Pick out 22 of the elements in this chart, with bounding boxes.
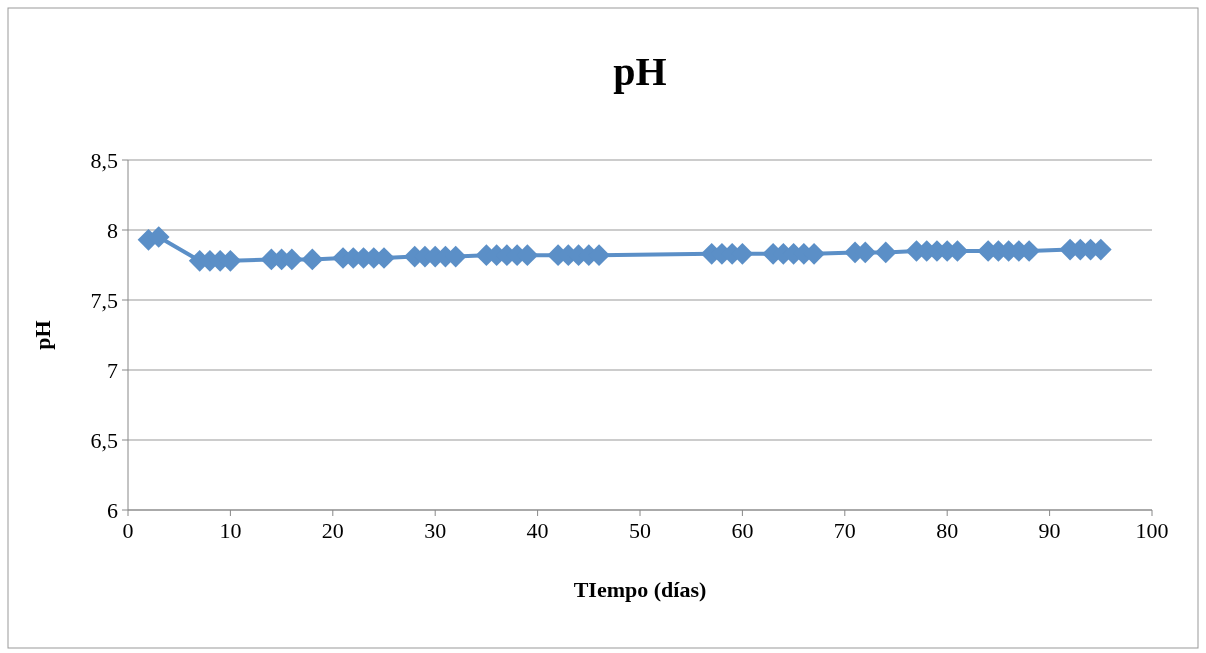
x-tick-label: 10 bbox=[219, 518, 242, 543]
x-tick-label: 30 bbox=[424, 518, 447, 543]
x-tick-label: 20 bbox=[321, 518, 344, 543]
x-tick-label: 50 bbox=[629, 518, 651, 543]
x-tick-label: 100 bbox=[1135, 518, 1169, 543]
x-tick-label: 60 bbox=[731, 518, 754, 543]
y-tick-label: 6,5 bbox=[90, 427, 118, 453]
y-tick-label: 7,5 bbox=[90, 287, 118, 313]
x-axis-title: TIempo (días) bbox=[573, 577, 707, 602]
y-tick-label: 8,5 bbox=[90, 147, 118, 173]
y-tick-label: 7 bbox=[107, 357, 118, 383]
y-tick-label: 8 bbox=[107, 217, 118, 243]
x-tick-label: 40 bbox=[526, 518, 549, 543]
chart-title: pH bbox=[613, 49, 667, 94]
x-tick-label: 0 bbox=[122, 518, 134, 543]
x-tick-label: 70 bbox=[833, 518, 856, 543]
point bbox=[874, 241, 897, 264]
y-axis-title: pH bbox=[30, 320, 55, 350]
y-tick-label: 6 bbox=[107, 497, 118, 523]
x-tick-label: 90 bbox=[1038, 518, 1061, 543]
x-tick-label: 80 bbox=[936, 518, 959, 543]
point bbox=[301, 248, 324, 271]
